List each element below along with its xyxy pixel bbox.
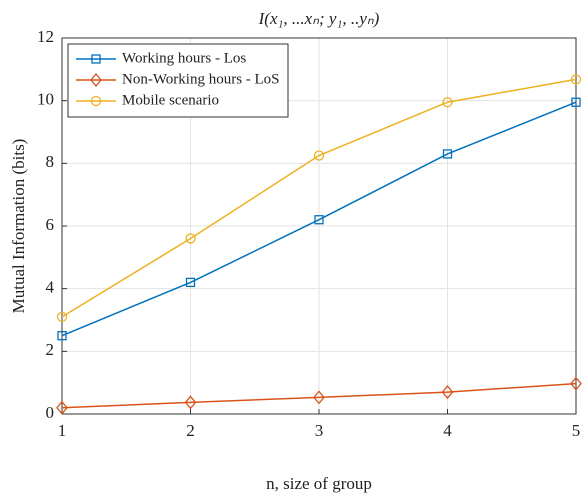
y-tick-label: 2 — [46, 340, 55, 359]
y-tick-label: 12 — [37, 27, 54, 46]
marker — [56, 400, 68, 415]
marker — [57, 331, 67, 341]
x-tick-label: 1 — [58, 421, 67, 440]
marker — [313, 150, 325, 161]
y-tick-label: 10 — [37, 90, 54, 109]
y-tick-label: 6 — [46, 215, 55, 234]
marker — [185, 233, 196, 244]
marker — [570, 74, 582, 85]
y-tick-label: 4 — [46, 278, 55, 297]
x-tick-label: 4 — [443, 421, 452, 440]
x-tick-label: 3 — [315, 421, 324, 440]
x-tick-label: 5 — [572, 421, 581, 440]
x-axis-label: n, size of group — [266, 474, 372, 493]
marker — [56, 311, 68, 323]
series-line — [61, 101, 577, 337]
chart-title: I(x₁, ...xₙ; y₁, ..yₙ) — [258, 9, 380, 28]
marker — [441, 385, 454, 400]
marker — [442, 149, 453, 159]
plot-frame — [61, 37, 577, 415]
x-tick-label: 2 — [186, 421, 195, 440]
marker — [314, 215, 324, 225]
marker — [185, 277, 196, 288]
legend-label: Non-Working hours - LoS — [122, 71, 280, 87]
legend-marker — [90, 72, 102, 88]
y-tick-label: 8 — [46, 152, 55, 171]
marker — [571, 97, 581, 107]
legend-marker — [90, 95, 102, 107]
marker — [570, 376, 582, 391]
legend-label: Working hours - Los — [122, 50, 246, 66]
marker — [442, 97, 453, 108]
legend-marker — [91, 54, 101, 64]
series-line — [61, 78, 577, 318]
marker — [313, 390, 325, 405]
y-axis-label: Mutual Information (bits) — [9, 139, 28, 314]
series-line — [61, 382, 577, 409]
y-tick-label: 0 — [46, 403, 55, 422]
legend-label: Mobile scenario — [122, 92, 219, 108]
marker — [184, 395, 197, 410]
